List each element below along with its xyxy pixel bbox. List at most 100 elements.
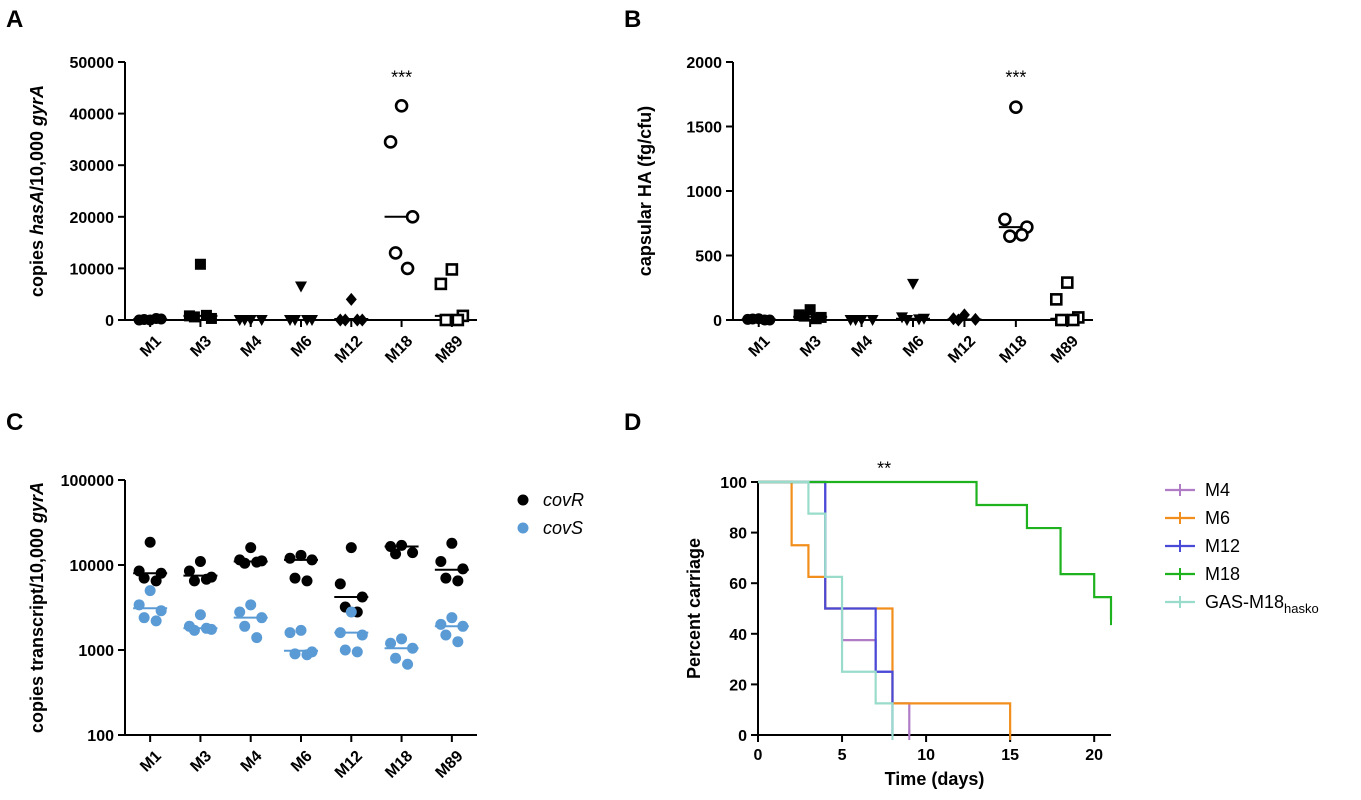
data-point-covR <box>334 578 346 590</box>
axis-title-part: copies <box>27 235 47 297</box>
x-tick-label: M89 <box>433 748 467 782</box>
data-point <box>804 304 816 316</box>
x-tick-label: M89 <box>433 333 467 367</box>
data-point-covR <box>457 563 469 575</box>
data-point-covR <box>452 575 464 587</box>
data-point-covS <box>301 649 313 661</box>
x-tick-label: M6 <box>288 333 316 361</box>
y-tick-label: 1000 <box>686 184 722 201</box>
data-point-covR <box>194 555 206 567</box>
legend-label-base: M18 <box>1205 564 1240 584</box>
y-tick-label: 20 <box>729 677 747 694</box>
x-tick-label: M3 <box>187 333 215 361</box>
legend-label-base: M6 <box>1205 508 1230 528</box>
data-point <box>998 212 1012 227</box>
legend-label-covS: covS <box>543 518 583 538</box>
data-point <box>200 309 212 321</box>
y-tick-label: 100 <box>720 475 747 492</box>
x-tick-label: M18 <box>997 333 1031 367</box>
data-point <box>798 310 810 322</box>
data-point-covR <box>150 575 162 587</box>
data-point-covS <box>289 648 301 660</box>
y-tick-label: 60 <box>729 576 747 593</box>
y-axis-title: capsular HA (fg/cfu) <box>635 106 655 276</box>
panel-letter-d: D <box>624 409 641 436</box>
x-axis-title: Time (days) <box>885 769 985 789</box>
data-point-covR <box>440 572 452 584</box>
legend-label-base: M12 <box>1205 536 1240 556</box>
data-point-covS <box>150 615 162 627</box>
data-point <box>810 313 822 325</box>
data-point-covS <box>435 618 447 630</box>
axis-title-part: /10,000 <box>27 126 47 191</box>
legend-marker-covS <box>517 522 529 534</box>
x-tick-label: M1 <box>137 333 165 361</box>
y-axis-title: Percent carriage <box>684 538 704 679</box>
x-tick-label: M4 <box>849 333 877 361</box>
data-point <box>150 312 162 324</box>
survival-curve-GAS-M18hasko <box>758 480 894 735</box>
data-point-covS <box>256 612 268 624</box>
data-point-covS <box>390 652 402 664</box>
axis-title-part: capsular HA (fg/cfu) <box>635 106 655 276</box>
x-tick-label: 10 <box>917 747 935 764</box>
data-point <box>849 315 862 326</box>
data-point <box>759 314 771 326</box>
x-tick-label: 15 <box>1001 747 1019 764</box>
x-tick-label: M18 <box>382 748 416 782</box>
data-point-covR <box>188 575 200 587</box>
y-tick-label: 100000 <box>61 473 114 490</box>
legend-label-GAS-M18hasko: GAS-M18hasko <box>1205 592 1319 616</box>
legend-label-M18: M18 <box>1205 564 1240 584</box>
x-tick-label: M1 <box>137 748 165 776</box>
x-tick-label: M1 <box>746 333 774 361</box>
data-point <box>913 314 925 326</box>
data-point-covS <box>138 612 150 624</box>
data-point-covR <box>390 548 402 560</box>
y-tick-label: 10000 <box>70 261 115 278</box>
x-tick-label: M18 <box>382 333 416 367</box>
data-point-covR <box>245 542 257 554</box>
data-point <box>1003 229 1017 243</box>
data-point-covR <box>183 565 195 577</box>
y-tick-label: 1500 <box>686 120 722 137</box>
legend-label-M12: M12 <box>1205 536 1240 556</box>
axis-title-part: hasA <box>27 191 47 235</box>
data-point-covR <box>446 537 458 549</box>
significance-annotation: *** <box>1005 67 1026 87</box>
data-point <box>238 315 251 326</box>
data-point-covR <box>239 557 251 569</box>
data-point-covR <box>138 572 150 584</box>
x-tick-label: M12 <box>332 333 366 367</box>
data-point-covS <box>334 627 346 639</box>
data-point <box>289 315 301 326</box>
data-point-covS <box>356 629 368 641</box>
data-point-covS <box>446 612 458 624</box>
data-point <box>434 277 448 291</box>
axis-title-part: gyrA <box>27 85 47 127</box>
y-tick-label: 0 <box>713 313 722 330</box>
data-point <box>351 313 363 327</box>
x-tick-label: M4 <box>238 333 266 361</box>
x-tick-label: 5 <box>838 747 847 764</box>
data-point-covS <box>194 609 206 621</box>
data-point <box>1015 228 1029 242</box>
y-tick-label: 0 <box>105 313 114 330</box>
significance-annotation: ** <box>877 458 891 478</box>
data-point-covS <box>339 644 351 656</box>
data-point <box>255 315 268 326</box>
data-point <box>345 292 357 306</box>
data-point-covS <box>188 624 200 636</box>
data-point <box>301 315 313 326</box>
panel-letter-c: C <box>6 409 23 436</box>
data-point <box>901 315 913 326</box>
panel-a-chart: 0 10000 20000 30000 40000 50000 M1 M3 M4 M6 M12 M18… <box>27 55 477 367</box>
y-tick-label: 1000 <box>78 643 114 660</box>
data-point-covS <box>251 632 263 644</box>
data-point-covS <box>452 636 464 648</box>
y-tick-label: 50000 <box>70 55 115 72</box>
data-point <box>866 315 879 326</box>
x-tick-label: M3 <box>797 333 825 361</box>
data-point <box>1054 313 1068 327</box>
data-point <box>383 135 398 149</box>
